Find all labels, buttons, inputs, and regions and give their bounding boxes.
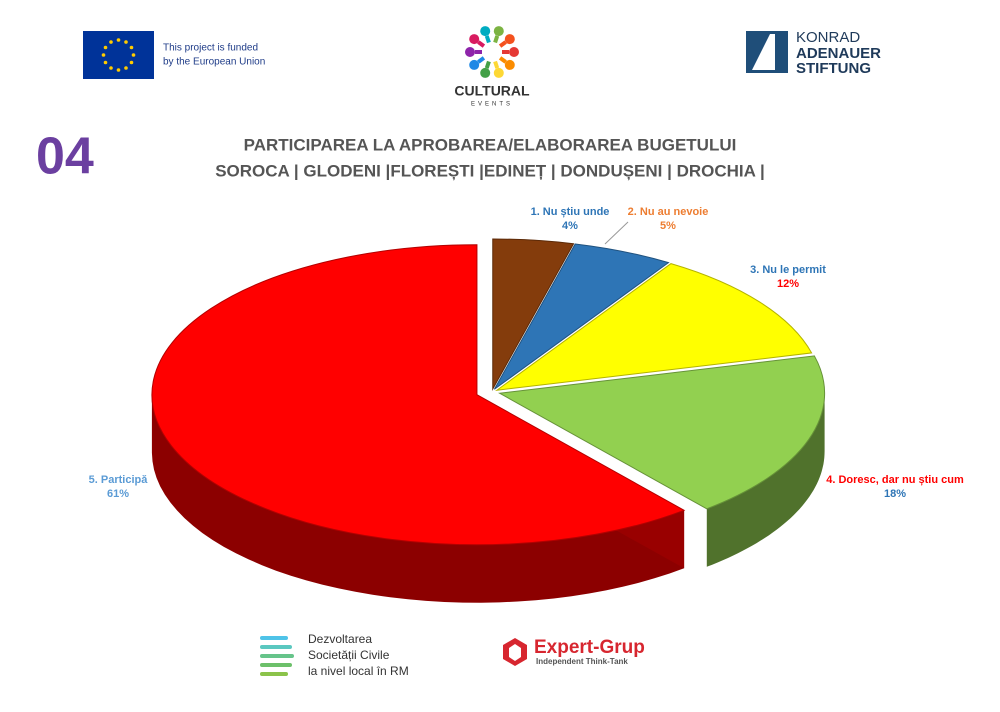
dsc-bar (260, 672, 288, 676)
data-label-name: 2. Nu au nevoie (628, 206, 709, 218)
star (109, 40, 113, 44)
expert-sub: Independent Think-Tank (536, 657, 628, 666)
figure (469, 59, 480, 70)
leader-line (604, 221, 629, 245)
star (109, 66, 113, 70)
kas-text: KONRAD (796, 29, 860, 46)
figure (465, 47, 475, 57)
chart-title: SOROCA | GLODENI |FLOREȘTI |EDINEȚ | DON… (215, 161, 765, 180)
star (129, 60, 134, 65)
figure (498, 56, 507, 64)
data-label-name: 1. Nu știu unde (531, 206, 610, 218)
figure (504, 34, 515, 45)
section-number: 04 (36, 128, 94, 186)
eu-stars (101, 38, 136, 72)
figure (469, 34, 480, 45)
data-label-value: 18% (884, 488, 906, 500)
figure (504, 59, 515, 70)
dsc-text: Societății Civile (308, 648, 390, 662)
expert-text: Expert-Grup (534, 637, 645, 658)
slice-side (151, 394, 685, 603)
figure (493, 60, 500, 69)
star (131, 53, 136, 57)
data-label-name: 4. Doresc, dar nu știu cum (826, 474, 964, 486)
expert-icon (503, 638, 527, 666)
figure (480, 67, 491, 78)
star (103, 60, 108, 65)
star (116, 68, 121, 72)
star (101, 53, 106, 57)
slice (495, 263, 813, 391)
cultural-logo (465, 26, 519, 78)
dsc-bar (260, 654, 294, 658)
kas-text: ADENAUER (796, 45, 881, 62)
star (116, 38, 121, 42)
figure (477, 40, 486, 48)
data-label-value: 4% (562, 220, 578, 232)
figure (484, 35, 491, 44)
events-text: EVENTS (471, 102, 513, 108)
dsc-bar (260, 645, 292, 649)
slice (498, 355, 826, 510)
star (129, 45, 134, 50)
figure (477, 56, 486, 64)
star (124, 40, 128, 44)
figure (509, 47, 519, 57)
dsc-text: Dezvoltarea (308, 632, 372, 646)
data-label-value: 12% (777, 278, 799, 290)
pie: 1. Nu știu unde 4% 2. Nu au nevoie 5% 3. Nu … (89, 206, 964, 603)
dsc-bar (260, 636, 288, 640)
star (124, 66, 128, 70)
dsc-text: la nivel local în RM (308, 664, 409, 678)
slice (493, 243, 670, 390)
data-label-name: 3. Nu le permit (750, 264, 826, 276)
kas-text: STIFTUNG (796, 60, 871, 77)
eu-text: by the European Union (163, 57, 265, 68)
data-label-value: 5% (660, 220, 676, 232)
figure (493, 26, 504, 37)
dsc-bar (260, 663, 292, 667)
slice (492, 238, 575, 391)
figure (480, 26, 491, 37)
figure (484, 60, 491, 69)
kas-mark (752, 34, 775, 70)
star (103, 45, 108, 50)
data-label-name: 5. Participă (89, 474, 149, 486)
figure (498, 40, 507, 48)
slice (151, 244, 686, 546)
data-label-value: 61% (107, 488, 129, 500)
chart-title: PARTICIPAREA LA APROBAREA/ELABORAREA BUG… (244, 135, 737, 154)
figure (493, 67, 504, 78)
figure (493, 35, 500, 44)
eu-text: This project is funded (163, 43, 258, 54)
cultural-text: CULTURAL (454, 83, 530, 99)
